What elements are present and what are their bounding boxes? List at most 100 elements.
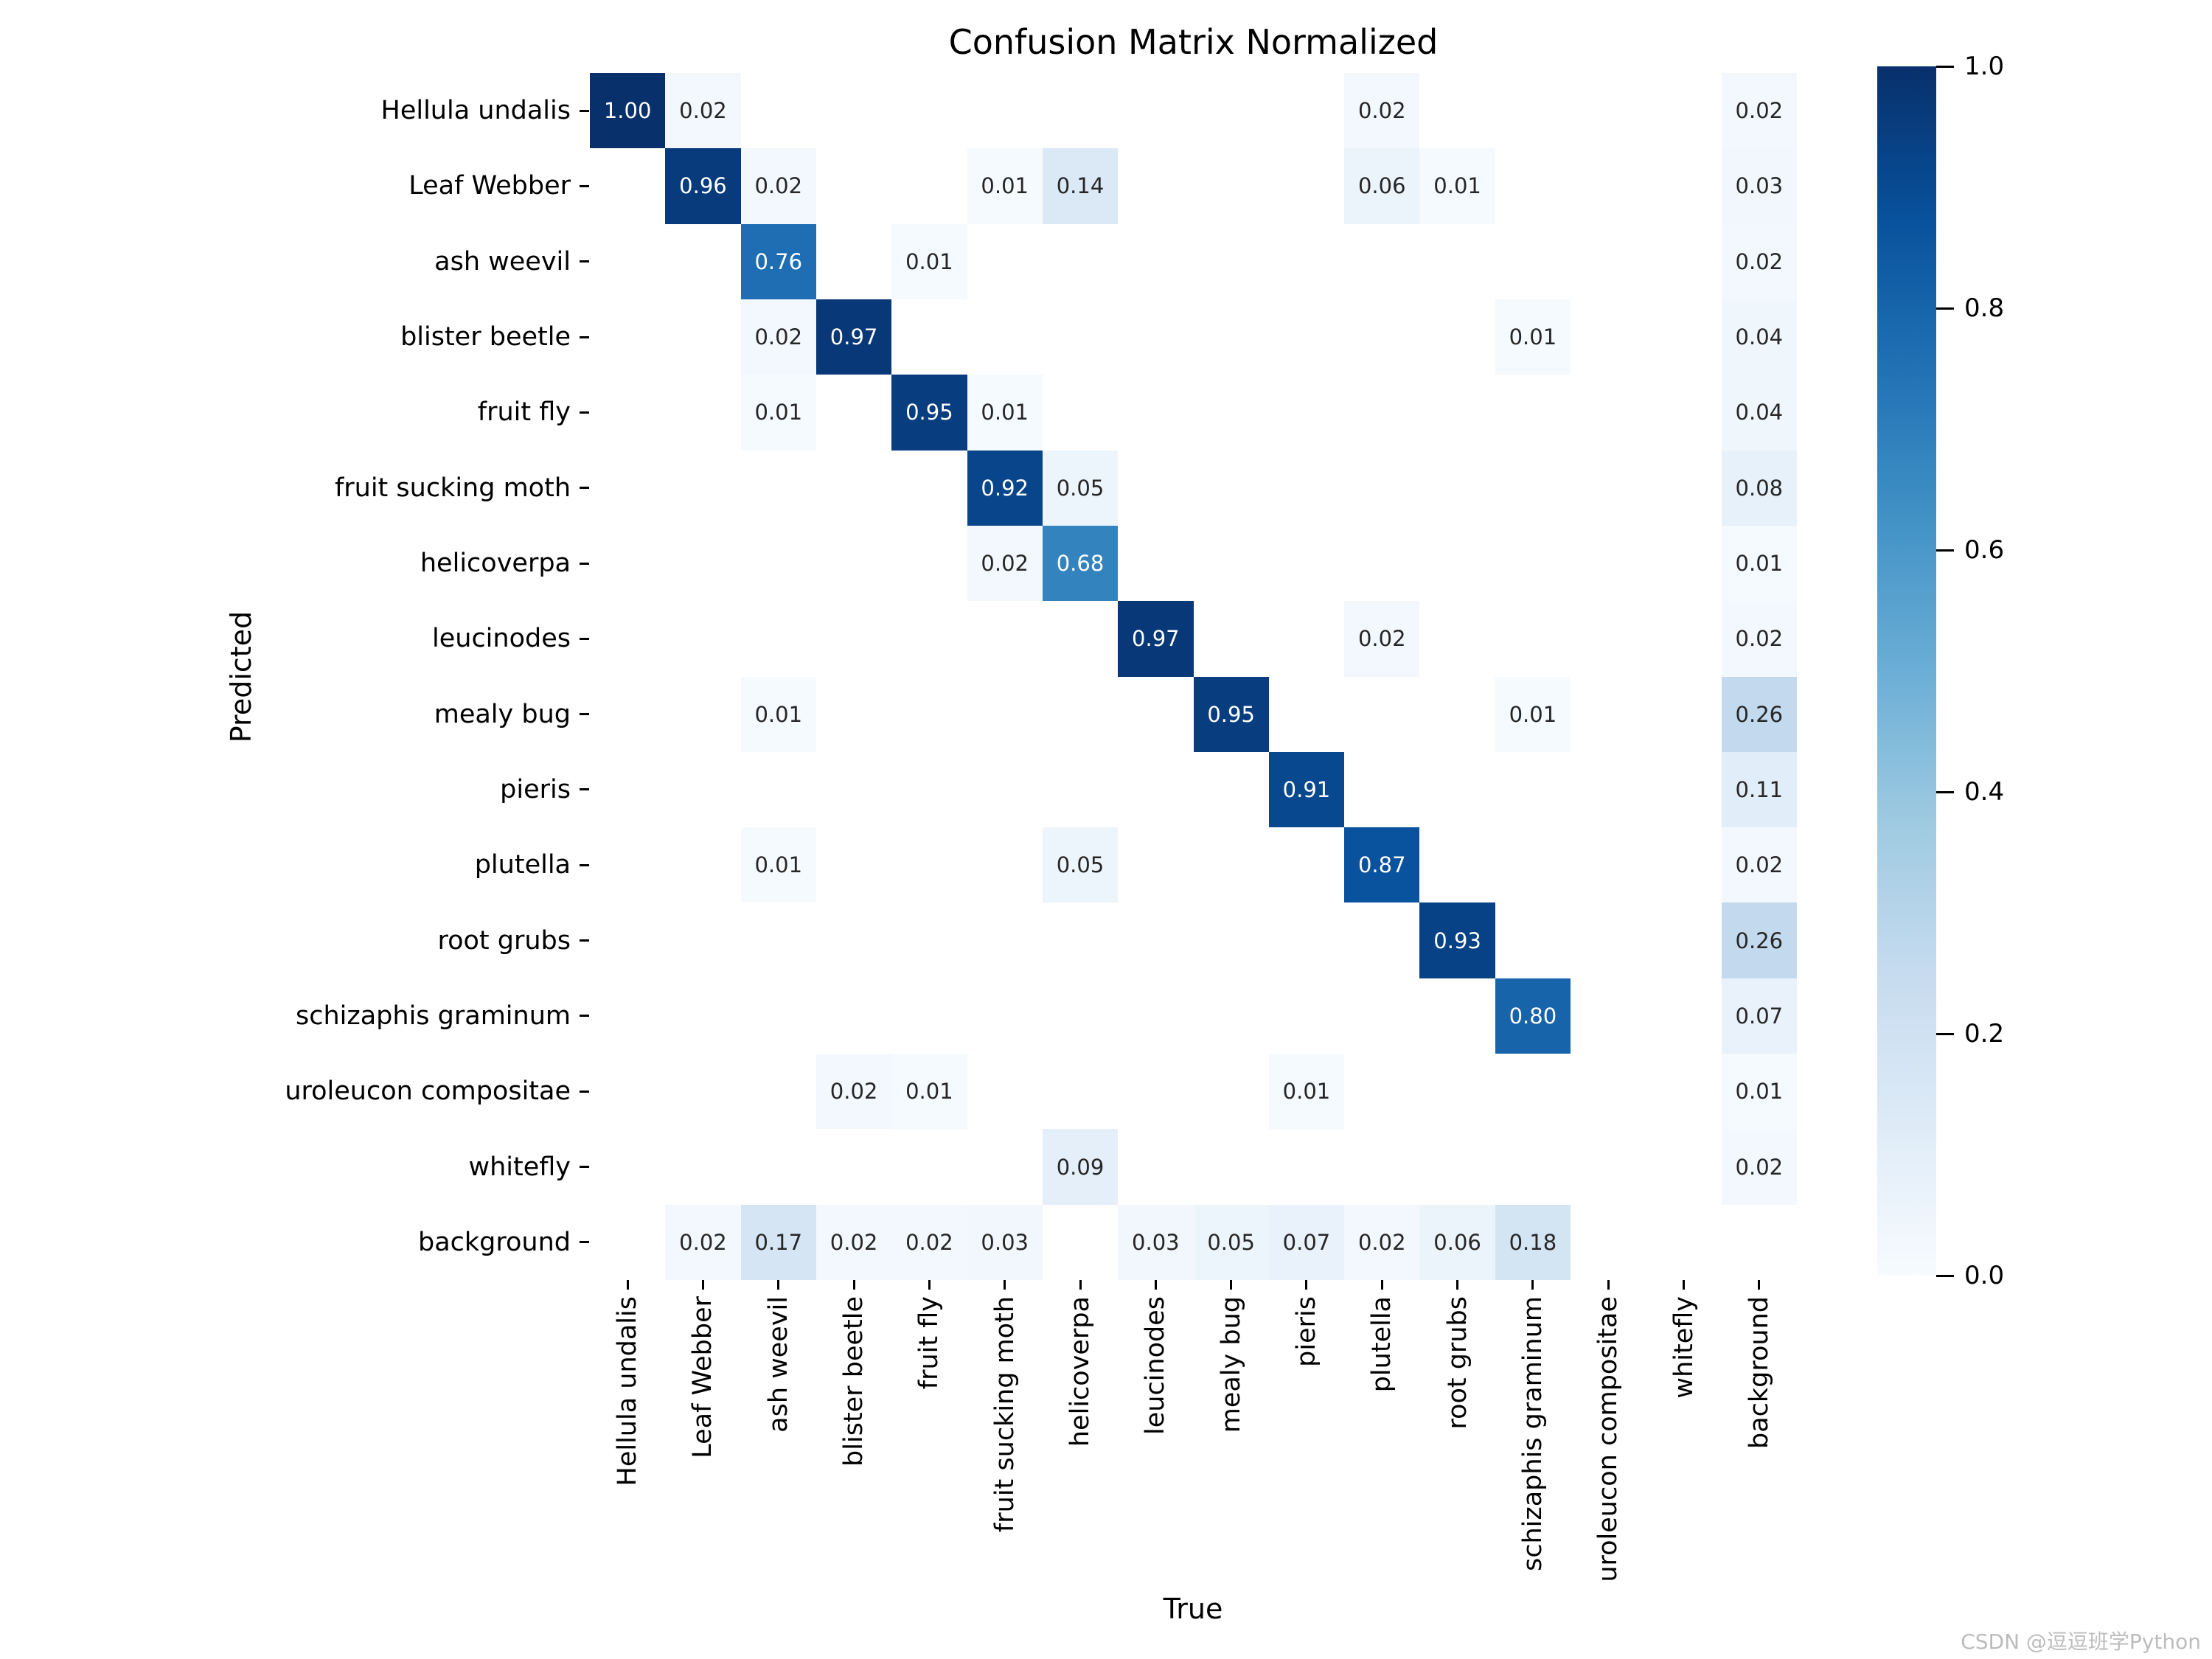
y-tick <box>580 335 589 338</box>
heatmap-cell <box>1193 978 1269 1054</box>
heatmap-cell: 0.02 <box>891 1204 967 1280</box>
row-label: Leaf Webber <box>408 171 571 201</box>
heatmap-cell <box>1495 375 1571 451</box>
heatmap-cell: 0.17 <box>740 1204 816 1280</box>
heatmap-cell: 0.02 <box>665 73 741 149</box>
heatmap-cell <box>1571 1204 1646 1280</box>
heatmap-cell <box>1118 223 1194 299</box>
col-label: whitefly <box>1669 1296 1699 1399</box>
row-label: plutella <box>474 850 571 880</box>
heatmap-cell <box>1193 902 1269 978</box>
colorbar-tick-label: 0.0 <box>1964 1261 2005 1290</box>
heatmap-cell <box>1042 73 1119 149</box>
heatmap-cell <box>1571 450 1646 526</box>
heatmap-cell <box>1646 676 1722 752</box>
heatmap-cell <box>1344 299 1420 375</box>
heatmap-cell <box>1646 1129 1722 1205</box>
colorbar-tick-label: 0.4 <box>1964 777 2005 807</box>
heatmap-cell <box>815 1129 892 1205</box>
heatmap-cell <box>815 601 892 677</box>
col-label: blister beetle <box>839 1296 869 1467</box>
heatmap-cell <box>1042 601 1119 677</box>
heatmap-cell: 1.00 <box>590 73 666 149</box>
heatmap-cell <box>740 1129 816 1205</box>
heatmap-cell <box>1419 1129 1495 1205</box>
heatmap-cell <box>1495 1054 1571 1130</box>
row-label: mealy bug <box>434 699 571 729</box>
heatmap-cell <box>1646 601 1722 677</box>
heatmap-cell <box>1646 525 1722 602</box>
heatmap-cell <box>891 827 967 903</box>
row-label: schizaphis graminum <box>295 1001 571 1031</box>
heatmap-cell <box>1646 73 1722 149</box>
x-axis-label: True <box>1163 1593 1223 1625</box>
heatmap-cell <box>740 601 816 677</box>
row-label: fruit fly <box>477 397 571 428</box>
colorbar-tick <box>1936 549 1954 552</box>
heatmap-cell <box>1193 375 1269 451</box>
heatmap-cell <box>740 73 816 149</box>
heatmap-cell <box>1344 450 1420 526</box>
x-tick <box>1531 1280 1534 1290</box>
colorbar-tick-label: 0.6 <box>1964 535 2005 565</box>
heatmap-cell <box>1646 450 1722 526</box>
heatmap-cell <box>1571 1129 1646 1205</box>
heatmap-cell <box>1419 1054 1495 1130</box>
heatmap-cell <box>1646 1204 1722 1280</box>
heatmap-cell <box>590 1204 666 1280</box>
heatmap-cell <box>590 902 666 978</box>
heatmap-cell <box>815 676 892 752</box>
x-tick <box>701 1280 704 1290</box>
x-tick <box>1380 1280 1383 1290</box>
chart-title: Confusion Matrix Normalized <box>948 22 1439 62</box>
heatmap-cell <box>665 676 741 752</box>
heatmap-cell: 0.96 <box>665 148 741 224</box>
heatmap-cell <box>590 751 666 828</box>
heatmap-cell <box>590 450 666 526</box>
heatmap-cell: 0.04 <box>1721 299 1797 375</box>
heatmap-cell: 0.01 <box>1495 299 1571 375</box>
heatmap-cell <box>1118 299 1194 375</box>
heatmap-cell <box>967 902 1043 978</box>
heatmap-cell <box>1193 299 1269 375</box>
x-tick <box>1758 1280 1761 1290</box>
col-label: pieris <box>1291 1296 1321 1367</box>
heatmap-grid: 1.00 0.02 0.02 0.02 0.96 0.02 0.01 0.14 0.06 0.01… <box>590 73 1797 1280</box>
col-label: uroleucon compositae <box>1593 1296 1624 1582</box>
heatmap-cell <box>891 525 967 602</box>
col-label: schizaphis graminum <box>1517 1296 1548 1572</box>
heatmap-cell <box>1118 450 1194 526</box>
heatmap-cell <box>1571 676 1646 752</box>
heatmap-cell <box>665 1129 741 1205</box>
y-tick <box>580 1015 589 1018</box>
heatmap-cell <box>815 751 892 828</box>
heatmap-cell: 0.05 <box>1042 827 1119 903</box>
y-tick <box>580 184 589 187</box>
heatmap-cell: 0.07 <box>1721 978 1797 1054</box>
col-label: fruit fly <box>914 1296 945 1390</box>
heatmap-cell <box>1042 223 1119 299</box>
heatmap-cell <box>1419 676 1495 752</box>
watermark: CSDN @逗逗班学Python <box>1961 1630 2201 1654</box>
heatmap-cell: 0.14 <box>1042 148 1119 224</box>
heatmap-cell <box>1268 375 1345 451</box>
x-tick <box>777 1280 780 1290</box>
heatmap-cell <box>815 827 892 903</box>
heatmap-cell <box>590 223 666 299</box>
heatmap-cell <box>590 148 666 224</box>
heatmap-cell: 0.01 <box>1721 525 1797 602</box>
heatmap-cell <box>1268 978 1345 1054</box>
heatmap-cell <box>665 450 741 526</box>
heatmap-cell <box>1495 148 1571 224</box>
col-label: Hellula undalis <box>613 1296 643 1486</box>
heatmap-cell <box>815 148 892 224</box>
heatmap-cell: 0.01 <box>740 676 816 752</box>
heatmap-cell <box>1344 1129 1420 1205</box>
x-tick <box>1154 1280 1157 1290</box>
heatmap-cell <box>590 1054 666 1130</box>
heatmap-cell <box>1571 978 1646 1054</box>
heatmap-cell <box>1193 1129 1269 1205</box>
colorbar-tick <box>1936 65 1954 68</box>
heatmap-cell <box>1571 827 1646 903</box>
heatmap-cell <box>1193 450 1269 526</box>
